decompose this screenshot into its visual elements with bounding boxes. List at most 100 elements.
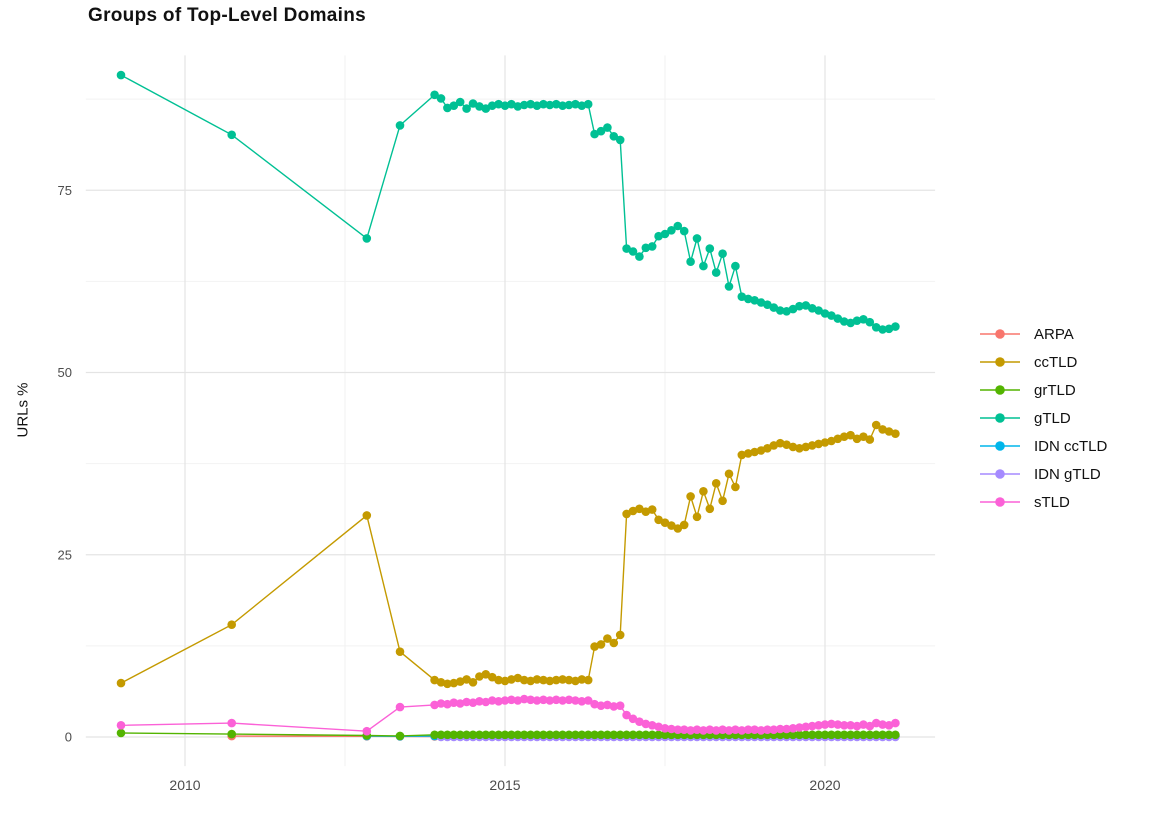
legend-item-arpa: ARPA <box>978 320 1107 348</box>
data-point <box>731 482 740 492</box>
data-point <box>763 300 772 310</box>
legend-item-idn-cctld: IDN ccTLD <box>978 432 1107 460</box>
data-point <box>526 695 535 705</box>
data-point <box>750 725 759 734</box>
data-point <box>673 524 683 533</box>
data-point <box>718 249 727 258</box>
data-point <box>814 306 823 315</box>
legend-label: sTLD <box>1034 493 1070 511</box>
data-point <box>775 724 785 734</box>
data-point <box>769 303 779 312</box>
data-point <box>737 726 747 735</box>
legend-label: grTLD <box>1034 381 1076 399</box>
legend: ARPA ccTLD grTLD gTLD IDN ccTLD IDN gTLD sTLD <box>978 320 1107 516</box>
data-point <box>628 714 638 724</box>
data-point <box>558 730 567 740</box>
data-point <box>692 512 702 522</box>
data-point <box>443 679 452 689</box>
data-point <box>891 322 900 331</box>
data-point <box>667 724 676 734</box>
data-point <box>827 719 836 729</box>
data-point <box>833 314 843 323</box>
data-point <box>814 721 823 730</box>
data-point <box>395 647 405 656</box>
data-point <box>846 430 855 440</box>
data-point <box>545 676 555 686</box>
data-point <box>468 698 478 707</box>
data-point <box>116 721 126 730</box>
data-point <box>481 730 491 740</box>
data-point <box>763 725 772 734</box>
data-point <box>814 439 823 449</box>
data-point <box>788 730 798 740</box>
data-point <box>455 97 465 107</box>
data-point <box>705 244 715 253</box>
legend-label: IDN ccTLD <box>1034 437 1108 455</box>
data-point <box>615 730 625 740</box>
data-point <box>551 695 561 705</box>
data-point <box>679 725 689 734</box>
data-point <box>443 730 452 740</box>
data-point <box>731 725 740 734</box>
data-point <box>430 700 439 710</box>
data-point <box>667 521 676 530</box>
data-point <box>846 721 855 730</box>
data-point <box>795 301 804 311</box>
data-point <box>609 638 619 648</box>
data-point <box>116 678 126 688</box>
data-point <box>878 720 887 729</box>
data-point <box>519 730 529 740</box>
data-point <box>603 730 612 740</box>
data-point <box>635 504 644 514</box>
x-tick-labels: 2010 2015 2020 <box>169 777 840 793</box>
data-point <box>436 730 446 740</box>
data-point <box>686 257 695 267</box>
data-point <box>615 630 625 640</box>
data-point <box>583 730 593 740</box>
data-point <box>487 696 497 705</box>
legend-item-idn-gtld: IDN gTLD <box>978 460 1107 488</box>
data-point <box>724 282 734 291</box>
data-point <box>436 94 446 103</box>
data-point <box>711 268 721 277</box>
data-point <box>615 701 625 710</box>
data-point <box>558 675 567 684</box>
data-point <box>519 675 529 685</box>
gridlines-major <box>85 55 936 767</box>
data-point <box>615 135 625 145</box>
data-point <box>833 730 843 740</box>
data-point <box>743 294 753 304</box>
data-point <box>871 420 881 430</box>
data-point <box>494 730 503 740</box>
data-point <box>692 725 702 734</box>
data-point <box>539 695 548 705</box>
data-point <box>891 429 900 439</box>
data-point <box>660 229 670 239</box>
data-point <box>641 730 651 740</box>
legend-key-icon <box>980 497 1020 507</box>
data-point <box>227 620 236 629</box>
data-point <box>686 726 695 735</box>
data-point <box>596 126 606 136</box>
data-point <box>494 697 503 706</box>
x-tick-label: 2015 <box>489 777 520 793</box>
data-point <box>654 730 663 740</box>
data-point <box>718 496 727 506</box>
data-point <box>673 725 683 734</box>
data-point <box>462 675 471 684</box>
series-gtld <box>116 70 900 334</box>
data-point <box>449 698 459 707</box>
data-point <box>878 730 887 740</box>
data-point <box>564 730 574 740</box>
data-point <box>769 725 779 734</box>
data-point <box>859 315 868 324</box>
data-point <box>487 730 497 740</box>
data-point <box>462 104 471 113</box>
x-tick-label: 2010 <box>169 777 200 793</box>
data-point <box>820 730 830 740</box>
data-point <box>743 725 753 734</box>
data-point <box>699 261 708 271</box>
data-point <box>679 520 689 530</box>
data-point <box>635 252 644 261</box>
data-point <box>449 101 459 110</box>
